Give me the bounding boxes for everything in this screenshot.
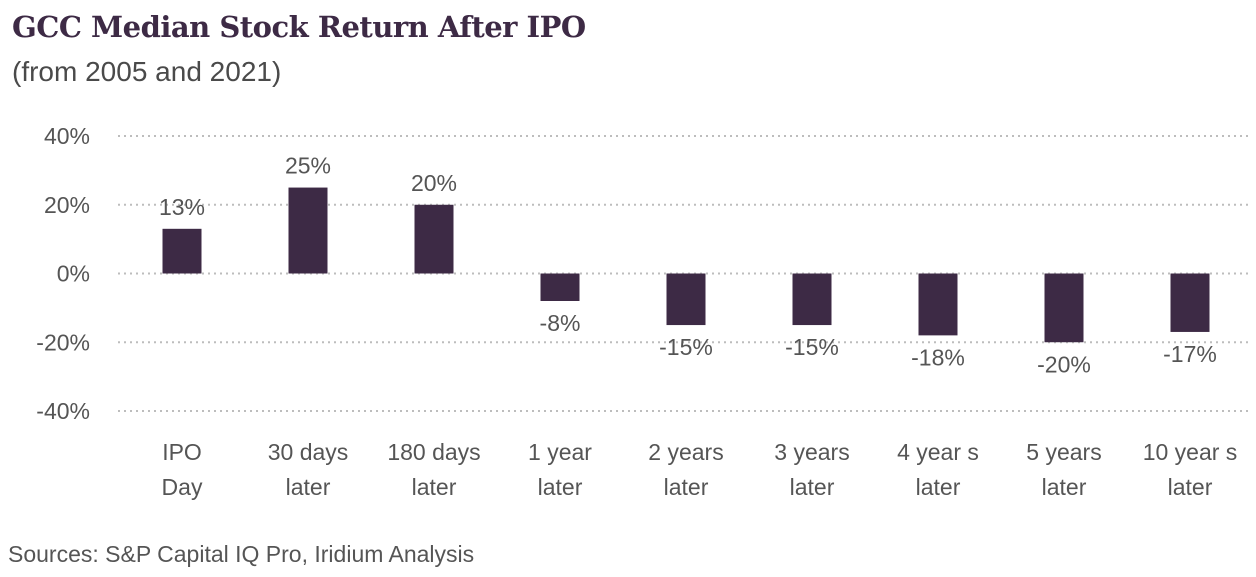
x-tick-label: 3 years — [774, 439, 849, 465]
x-tick-label: 1 year — [528, 439, 592, 465]
chart-title: GCC Median Stock Return After IPO — [12, 10, 586, 44]
x-tick-label: later — [1042, 474, 1087, 500]
bar-1 — [288, 187, 328, 274]
x-tick-label: Day — [162, 474, 203, 500]
x-tick-label: 180 days — [387, 439, 480, 465]
bar-4 — [666, 273, 706, 326]
source-note: Sources: S&P Capital IQ Pro, Iridium Ana… — [8, 541, 475, 567]
x-tick-label: later — [790, 474, 835, 500]
bar-8 — [1170, 273, 1210, 332]
data-label: -8% — [540, 310, 581, 336]
y-tick-label: -20% — [36, 329, 90, 355]
x-tick-label: 2 years — [648, 439, 723, 465]
y-tick-label: 40% — [44, 123, 90, 149]
x-tick-label: later — [538, 474, 583, 500]
bar-2 — [414, 204, 454, 274]
chart-subtitle: (from 2005 and 2021) — [12, 56, 282, 87]
y-tick-label: -40% — [36, 398, 90, 424]
data-label: -15% — [659, 334, 713, 360]
x-tick-label: later — [916, 474, 961, 500]
data-label: 20% — [411, 170, 457, 196]
x-tick-label: later — [286, 474, 331, 500]
x-tick-label: 10 year s — [1143, 439, 1238, 465]
data-label: -20% — [1037, 351, 1091, 377]
x-tick-label: 5 years — [1026, 439, 1101, 465]
x-tick-label: later — [412, 474, 457, 500]
bar-6 — [918, 273, 958, 336]
bar-3 — [540, 273, 580, 301]
data-label: 13% — [159, 194, 205, 220]
data-label: -15% — [785, 334, 839, 360]
x-tick-label: 30 days — [268, 439, 349, 465]
x-tick-label: IPO — [162, 439, 202, 465]
x-tick-label: later — [1168, 474, 1213, 500]
x-tick-label: 4 year s — [897, 439, 979, 465]
bar-0 — [162, 228, 202, 274]
x-tick-label: later — [664, 474, 709, 500]
y-tick-label: 20% — [44, 192, 90, 218]
data-label: 25% — [285, 153, 331, 179]
y-tick-label: 0% — [57, 261, 90, 287]
data-label: -18% — [911, 344, 965, 370]
data-label: -17% — [1163, 341, 1217, 367]
bar-5 — [792, 273, 832, 326]
bar-7 — [1044, 273, 1084, 343]
